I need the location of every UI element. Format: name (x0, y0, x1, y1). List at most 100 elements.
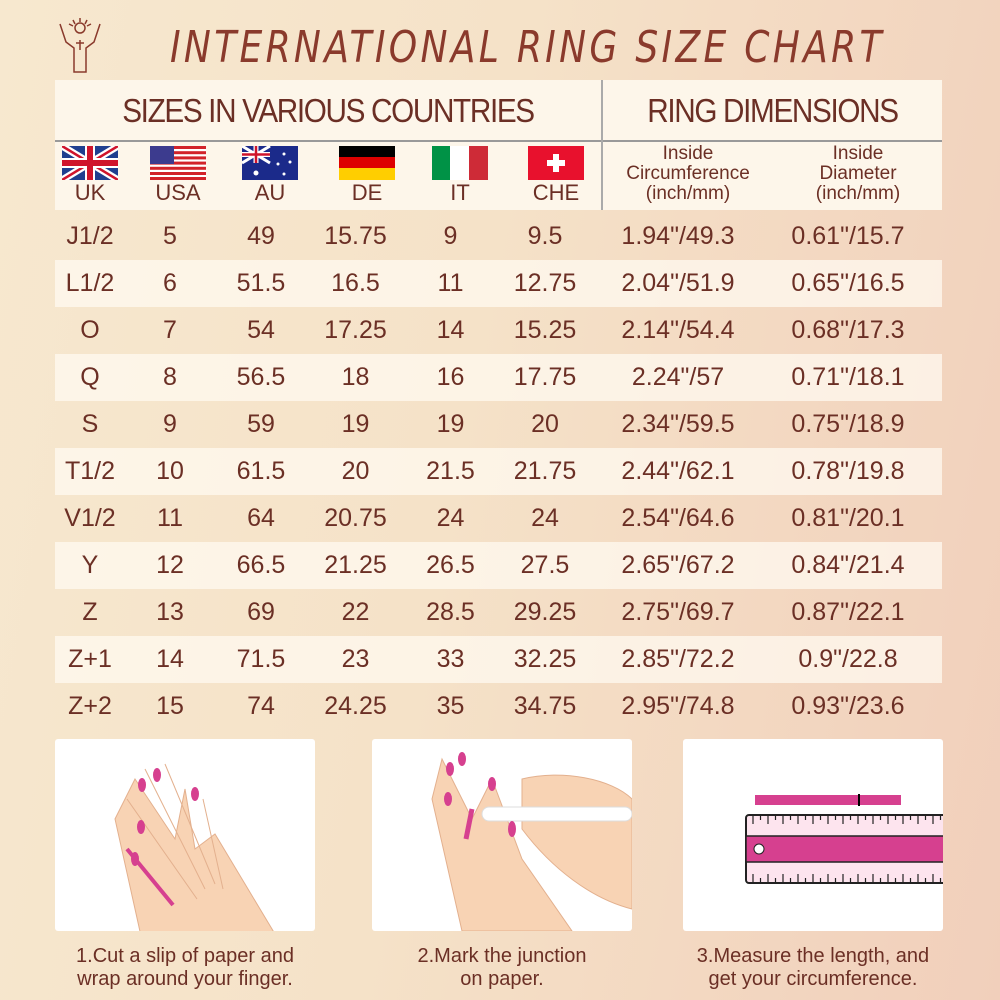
table-cell: 14 (156, 645, 184, 673)
table-cell: 24 (436, 504, 465, 532)
table-cell: 18 (341, 363, 370, 391)
hand-with-paper-icon (114, 763, 274, 931)
table-cell: 15.25 (513, 316, 577, 344)
table-cell: 2.04"/51.9 (621, 269, 735, 297)
table-cell: 27.5 (520, 551, 570, 579)
table-cell: 66.5 (236, 551, 286, 579)
column-label: UK (74, 180, 106, 205)
table-cell: 24 (531, 504, 559, 532)
section-countries: SIZES IN VARIOUS COUNTRIES (122, 91, 535, 129)
table-cell: Y (81, 551, 99, 579)
table-cell: Z (82, 598, 98, 626)
table-cell: 6 (163, 269, 177, 297)
table-cell: 19 (436, 410, 465, 438)
table-cell: 59 (247, 410, 275, 438)
divider (55, 140, 942, 142)
table-cell: 12 (156, 551, 184, 579)
table-cell: 21.75 (513, 457, 577, 485)
table-row: S 9 59 19 19 20 2.34"/59.5 0.75"/18.9 (55, 401, 942, 448)
table-cell: 0.81"/20.1 (791, 504, 905, 532)
table-cell: 0.78"/19.8 (791, 457, 905, 485)
table-cell: 2.75"/69.7 (621, 598, 735, 626)
table-cell: 0.71"/18.1 (791, 363, 905, 391)
table-cell: 54 (247, 316, 275, 344)
table-cell: 33 (436, 645, 465, 673)
table-cell: 2.85"/72.2 (621, 645, 735, 673)
size-table: J1/2 5 49 15.75 9 9.5 1.94"/49.3 0.61"/15.7 L1/2… (55, 213, 942, 730)
table-cell: L1/2 (65, 269, 115, 297)
table-cell: 56.5 (236, 363, 286, 391)
table-cell: 8 (163, 363, 177, 391)
caption-line: get your circumference. (708, 968, 918, 990)
table-cell: 2.44"/62.1 (621, 457, 735, 485)
ruler-and-paper-icon (745, 794, 943, 884)
column-label: CHE (532, 180, 580, 205)
step-1-illustration (55, 739, 315, 931)
table-cell: 20 (341, 457, 370, 485)
table-cell: 19 (341, 410, 370, 438)
it-flag-icon (432, 146, 488, 180)
table-cell: 74 (247, 692, 275, 720)
step-2-illustration (372, 739, 632, 931)
table-cell: 2.34"/59.5 (621, 410, 735, 438)
table-cell: 15.75 (324, 222, 387, 250)
table-row: J1/2 5 49 15.75 9 9.5 1.94"/49.3 0.61"/15.7 (55, 213, 942, 260)
table-cell: 20.75 (324, 504, 387, 532)
table-row: Z+2 15 74 24.25 35 34.75 2.95"/74.8 0.93"/23.6 (55, 683, 942, 730)
section-dimensions: RING DIMENSIONS (647, 91, 899, 129)
table-cell: 26.5 (426, 551, 475, 579)
table-cell: 9 (443, 222, 458, 250)
table-row: Z 13 69 22 28.5 29.25 2.75"/69.7 0.87"/22.1 (55, 589, 942, 636)
table-cell: 23 (341, 645, 370, 673)
table-cell: Z+2 (68, 692, 112, 720)
table-cell: 2.14"/54.4 (621, 316, 735, 344)
step-2-caption: 2.Mark the junction on paper. (352, 945, 652, 991)
table-cell: 22 (341, 598, 370, 626)
table-cell: 0.61"/15.7 (791, 222, 905, 250)
table-row: Y 12 66.5 21.25 26.5 27.5 2.65"/67.2 0.84"/21.4 (55, 542, 942, 589)
table-cell: 1.94"/49.3 (621, 222, 735, 250)
step-3-caption: 3.Measure the length, and get your circum… (663, 945, 963, 991)
table-cell: 0.9"/22.8 (798, 645, 898, 673)
table-cell: 5 (163, 222, 177, 250)
table-cell: 0.93"/23.6 (791, 692, 905, 720)
table-cell: 12.75 (513, 269, 577, 297)
table-cell: 24.25 (324, 692, 387, 720)
table-cell: 61.5 (236, 457, 286, 485)
column-it: IT (415, 144, 505, 206)
table-cell: O (80, 316, 100, 344)
table-row: O 7 54 17.25 14 15.25 2.14"/54.4 0.68"/17.3 (55, 307, 942, 354)
table-cell: T1/2 (64, 457, 116, 485)
table-row: Q 8 56.5 18 16 17.75 2.24"/57 0.71"/18.1 (55, 354, 942, 401)
table-cell: 49 (247, 222, 275, 250)
column-de: DE (322, 144, 412, 206)
table-cell: 0.75"/18.9 (791, 410, 905, 438)
table-cell: Z+1 (68, 645, 112, 673)
divider (601, 80, 603, 210)
table-cell: 2.95"/74.8 (621, 692, 735, 720)
column-au: AU (225, 144, 315, 206)
table-row: V1/2 11 64 20.75 24 24 2.54"/64.6 0.81"/20.1 (55, 495, 942, 542)
column-che: CHE (511, 144, 601, 206)
table-cell: 11 (437, 269, 464, 297)
table-cell: V1/2 (64, 504, 116, 532)
table-cell: 9.5 (527, 222, 563, 250)
caption-line: 3.Measure the length, and (696, 945, 930, 967)
table-cell: 17.75 (513, 363, 577, 391)
table-cell: 34.75 (513, 692, 577, 720)
table-cell: 32.25 (513, 645, 577, 673)
table-cell: Q (80, 363, 100, 391)
caption-line: on paper. (460, 968, 544, 990)
table-cell: 21.25 (324, 551, 387, 579)
table-cell: 64 (247, 504, 275, 532)
uk-flag-icon (62, 146, 118, 180)
table-cell: 11 (157, 504, 183, 532)
usa-flag-icon (150, 146, 206, 180)
table-cell: 13 (156, 598, 184, 626)
column-label: Inside (832, 143, 884, 164)
step-1-caption: 1.Cut a slip of paper and wrap around you… (35, 945, 335, 991)
column-label: Circumference (626, 163, 750, 184)
table-cell: 0.84"/21.4 (791, 551, 905, 579)
table-row: T1/2 10 61.5 20 21.5 21.75 2.44"/62.1 0.78"/19.… (55, 448, 942, 495)
column-diameter: Inside Diameter (inch/mm) (773, 144, 943, 204)
